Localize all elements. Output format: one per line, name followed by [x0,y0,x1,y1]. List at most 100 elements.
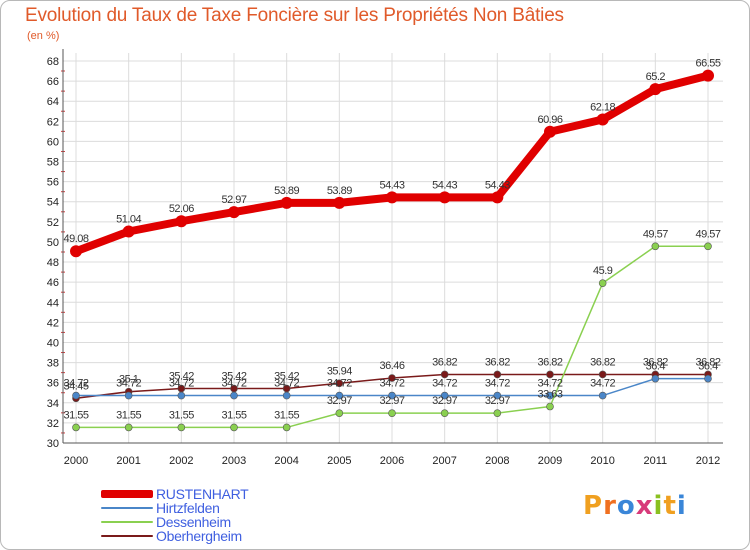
data-label: 36.82 [695,356,720,368]
data-point [177,423,186,432]
x-tick-label: 2009 [538,455,562,467]
data-label: 35.42 [221,371,246,383]
data-point [230,391,238,400]
data-label: 54.43 [379,179,404,191]
data-label: 35.42 [274,371,299,383]
data-point [282,391,291,400]
data-label: 49.08 [63,233,88,245]
logo-letter: P [583,491,604,521]
data-point [596,113,609,126]
x-tick-label: 2001 [116,455,140,467]
data-point [280,196,293,209]
data-label: 60.96 [537,114,562,126]
x-tick-label: 2008 [485,455,509,467]
y-tick-label: 68 [47,56,59,68]
y-tick-label: 34 [47,398,59,410]
data-point [544,125,556,138]
logo-letter: o [616,491,636,521]
data-label: 65.2 [646,71,666,83]
data-point [388,409,396,417]
data-label: 36.82 [432,356,457,368]
data-label: 35.42 [169,371,194,383]
series-layer [70,69,714,432]
data-point [335,409,344,417]
data-point [493,409,502,417]
data-point [386,191,398,204]
data-point [72,391,80,400]
data-label: 31.55 [274,409,299,421]
data-point [72,423,80,432]
data-point [122,225,135,238]
line-chart: 30 32 34 36 38 40 42 44 46 48 50 52 54 56 58 60 62 64 66 68… [47,49,723,467]
data-point [493,370,502,379]
legend-label: Hirtzfelden [156,500,220,516]
data-point [598,370,607,379]
data-point [651,374,660,383]
y-tick-label: 54 [47,197,59,209]
y-tick-label: 44 [47,297,59,309]
x-tick-label: 2011 [644,455,668,467]
data-labels: 49.08 51.04 52.06 52.97 53.89 53.89 54.43 54.43… [63,58,721,422]
data-label: 49.57 [643,228,668,240]
data-label: 34.72 [379,378,404,390]
y-tick-label: 58 [47,157,59,169]
data-point [440,391,449,400]
legend-label: Dessenheim [156,514,231,530]
data-point [438,191,451,204]
x-tick-label: 2007 [432,455,456,467]
data-label: 33.63 [537,389,562,401]
y-tick-label: 62 [47,116,59,128]
data-point [651,242,660,251]
data-label: 66.55 [695,58,720,70]
legend-label: Oberhergheim [156,528,242,544]
data-point [124,423,133,432]
legend-label: RUSTENHART [156,486,249,502]
data-point [649,83,662,96]
data-label: 54.43 [485,179,510,191]
data-label: 32.97 [432,395,457,407]
y-tick-label: 42 [47,317,59,329]
data-label: 49.57 [695,228,720,240]
data-point [70,245,82,258]
y-tick-label: 30 [47,438,59,450]
logo-letter: t [663,491,677,521]
data-point [177,391,186,400]
data-point [598,279,607,287]
data-label: 36.82 [590,356,615,368]
data-point [704,242,712,251]
data-label: 34.72 [169,378,194,390]
data-label: 34.72 [537,378,562,390]
data-label: 31.55 [116,409,141,421]
data-label: 34.72 [274,378,299,390]
data-point [704,374,712,383]
data-label: 34.72 [432,378,457,390]
x-tick-label: 2010 [590,455,614,467]
y-tick-label: 60 [47,136,59,148]
data-point [175,215,188,228]
data-point [440,409,449,417]
data-label: 45.9 [593,265,613,277]
logo-letter: i [676,491,687,521]
data-label: 36.46 [379,360,404,372]
data-point [388,391,396,400]
data-point [440,370,449,379]
data-label: 35.1 [119,374,139,386]
data-label: 36.82 [485,356,510,368]
data-point [493,391,502,400]
y-tick-label: 46 [47,277,59,289]
y-tick-label: 64 [47,96,59,108]
data-label: 34.72 [590,378,615,390]
y-tick-label: 66 [47,76,59,88]
data-label: 34.45 [63,380,88,392]
data-label: 34.72 [221,378,246,390]
chart-title: Evolution du Taux de Taxe Foncière sur l… [25,5,564,26]
x-tick-label: 2000 [64,455,88,467]
data-point [546,391,554,400]
chart-unit-label: (en %) [27,30,60,42]
data-label: 62.18 [590,102,615,114]
data-label: 34.72 [327,378,352,390]
x-tick-label: 2012 [696,455,720,467]
logo-letter: r [603,491,617,521]
data-label: 31.55 [169,409,194,421]
